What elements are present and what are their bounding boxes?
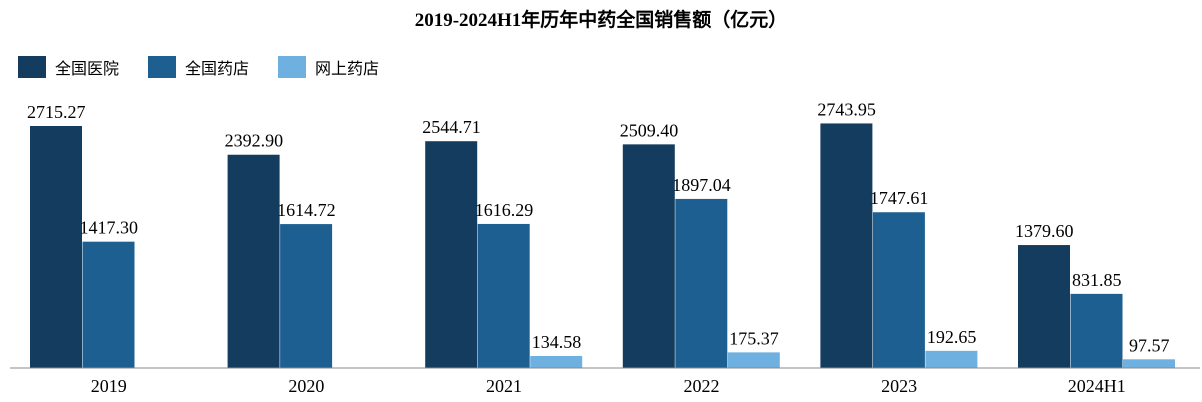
x-tick-label: 2024H1 (1068, 376, 1126, 396)
x-tick-labels: 2019 2020 2021 2022 2023 2024H1 (91, 376, 1126, 396)
data-label: 192.65 (927, 327, 977, 347)
x-tick-label: 2023 (881, 376, 917, 396)
chart-title: 2019-2024H1年历年中药全国销售额（亿元） (415, 8, 788, 31)
data-label: 1897.04 (672, 175, 731, 195)
data-label: 2392.90 (225, 131, 284, 151)
data-label: 2743.95 (817, 99, 876, 119)
legend: 全国医院 全国药店 网上药店 (18, 56, 379, 78)
bar (872, 212, 925, 368)
data-label: 175.37 (729, 328, 779, 348)
data-label: 1614.72 (277, 200, 336, 220)
bar (82, 241, 135, 368)
bar (1070, 293, 1123, 368)
legend-label: 全国药店 (185, 60, 249, 78)
data-label: 831.85 (1072, 270, 1122, 290)
bar (477, 223, 530, 368)
data-label: 2544.71 (422, 117, 481, 137)
legend-swatch (278, 56, 306, 78)
legend-label: 全国医院 (55, 60, 119, 78)
bar (622, 144, 675, 368)
bar (30, 126, 82, 368)
data-label: 97.57 (1129, 335, 1170, 355)
bar (530, 356, 583, 368)
bar (280, 224, 333, 368)
data-label: 1379.60 (1015, 221, 1074, 241)
bar (675, 198, 728, 368)
legend-label: 网上药店 (315, 60, 379, 78)
bar (820, 123, 873, 368)
bar (425, 141, 478, 368)
x-tick-label: 2019 (91, 376, 127, 396)
legend-swatch (18, 56, 46, 78)
data-label: 2715.27 (27, 102, 86, 122)
data-label: 1417.30 (80, 218, 139, 238)
bar (1123, 359, 1175, 368)
bar (727, 352, 780, 368)
data-label: 1747.61 (870, 188, 929, 208)
bar (925, 350, 978, 368)
legend-swatch (148, 56, 176, 78)
data-label: 2509.40 (620, 120, 679, 140)
data-label: 1616.29 (475, 200, 534, 220)
data-label: 134.58 (532, 332, 582, 352)
x-tick-label: 2020 (288, 376, 324, 396)
bar (1018, 245, 1070, 368)
bar (227, 154, 280, 368)
x-tick-label: 2021 (486, 376, 522, 396)
x-tick-label: 2022 (684, 376, 720, 396)
bars: 2715.27 1417.30 2392.90 1614.72 2544.71 1616.… (27, 99, 1175, 368)
